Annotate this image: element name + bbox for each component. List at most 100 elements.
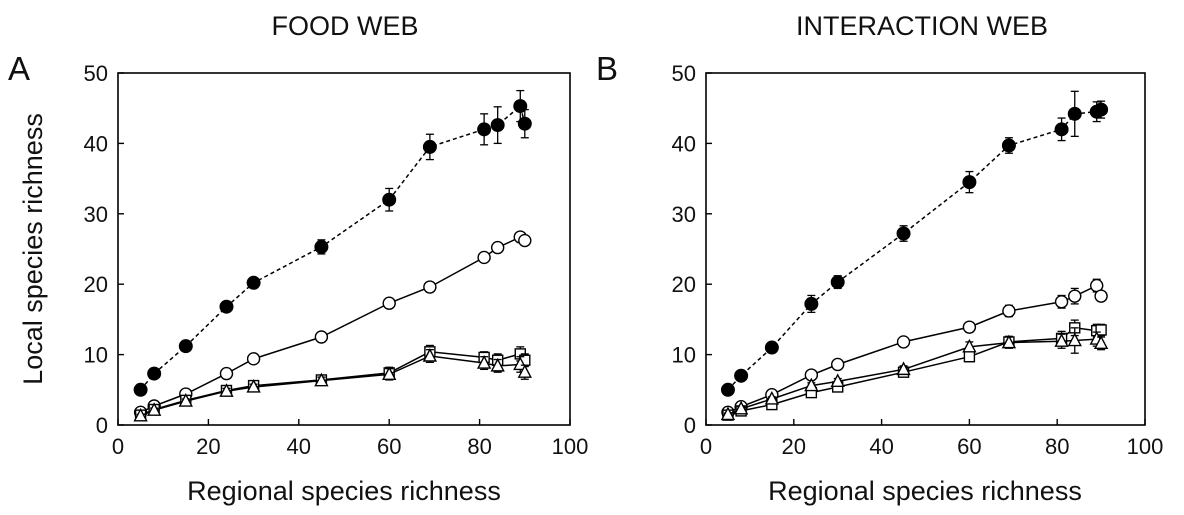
data-point	[1067, 332, 1082, 347]
data-point	[1054, 333, 1069, 347]
data-point	[764, 340, 779, 355]
y-tick-label: 30	[84, 202, 108, 227]
y-tick-label: 10	[84, 343, 108, 368]
y-tick-label: 40	[84, 131, 108, 156]
series-open-triangle	[133, 347, 532, 422]
data-point	[246, 378, 261, 393]
data-point	[1067, 106, 1082, 121]
plot-frame	[705, 72, 1146, 426]
data-point	[422, 347, 438, 362]
series-open-square	[134, 344, 531, 421]
data-point	[1001, 138, 1016, 153]
data-point	[720, 406, 736, 421]
series-line	[727, 284, 1102, 413]
data-point	[422, 139, 437, 154]
data-point	[804, 377, 819, 392]
x-axis-label: Regional species richness	[768, 476, 1082, 506]
data-point	[133, 382, 148, 397]
x-tick-label: 40	[869, 434, 893, 459]
x-tick-label: 20	[196, 434, 220, 459]
y-tick-label: 0	[96, 413, 108, 438]
data-point	[423, 280, 437, 294]
data-point	[147, 402, 162, 416]
y-tick-label: 30	[672, 202, 696, 227]
data-point	[896, 226, 911, 241]
series-filled-circle	[133, 89, 532, 397]
x-tick-label: 60	[957, 434, 981, 459]
data-point	[963, 351, 976, 363]
data-point	[314, 330, 329, 344]
data-point	[178, 393, 193, 407]
data-point	[733, 400, 749, 415]
data-point	[246, 352, 261, 366]
data-point	[517, 116, 532, 131]
x-axis-label: Regional species richness	[187, 476, 501, 506]
data-point	[490, 118, 505, 133]
data-point	[490, 240, 505, 255]
panel-label: B	[596, 50, 618, 87]
x-tick-label: 60	[377, 434, 401, 459]
data-point	[1095, 324, 1107, 336]
data-point	[962, 320, 977, 334]
axes: 0 20 40 60 80 100 0 10 20 30 40 50	[84, 61, 589, 459]
data-point	[133, 407, 148, 422]
series-line	[140, 104, 526, 391]
data-point	[831, 357, 845, 372]
x-tick-label: 20	[782, 434, 806, 459]
y-tick-label: 50	[84, 61, 108, 86]
data-point	[1054, 295, 1069, 309]
data-point	[1001, 334, 1017, 349]
data-point	[1094, 102, 1109, 117]
x-tick-label: 0	[700, 434, 712, 459]
axes: 0 20 40 60 80 100 0 10 20 30 40 50	[672, 61, 1164, 459]
data-point	[896, 361, 911, 376]
series-filled-circle	[720, 90, 1109, 397]
y-axis-label: Local species richness	[18, 113, 48, 385]
data-point	[764, 390, 780, 405]
data-point	[314, 372, 329, 387]
data-point	[178, 339, 193, 354]
x-tick-label: 100	[552, 434, 589, 459]
data-point	[246, 275, 261, 290]
panel-title: FOOD WEB	[272, 11, 419, 41]
panel-interaction-web: INTERACTION WEB B 0 20 40 60 80 100 0 10 20 30 40 5…	[596, 11, 1163, 506]
x-tick-label: 80	[1045, 434, 1069, 459]
y-tick-label: 20	[84, 272, 108, 297]
panel-title: INTERACTION WEB	[796, 11, 1048, 41]
data-point	[804, 296, 819, 311]
series-open-square	[722, 319, 1107, 421]
data-point	[1094, 289, 1108, 303]
data-point	[219, 299, 234, 314]
series-open-triangle	[720, 327, 1109, 421]
data-point	[830, 275, 845, 290]
data-point	[147, 366, 162, 381]
series-open-circle	[721, 278, 1108, 420]
y-tick-label: 50	[672, 61, 696, 86]
y-tick-label: 20	[672, 272, 696, 297]
y-tick-label: 0	[684, 413, 696, 438]
data-point	[382, 366, 397, 381]
data-point	[476, 355, 492, 369]
data-point	[513, 356, 528, 371]
x-tick-label: 80	[467, 434, 491, 459]
data-point	[1054, 122, 1069, 137]
data-point	[382, 296, 396, 310]
data-point	[490, 357, 505, 372]
data-point	[382, 192, 397, 207]
panel-label: A	[8, 50, 30, 87]
x-tick-label: 0	[112, 434, 124, 459]
plot-marks	[133, 89, 532, 422]
series-line	[140, 355, 526, 417]
data-point	[734, 368, 749, 383]
data-point	[1093, 335, 1109, 350]
data-point	[1002, 304, 1016, 318]
plot-frame	[117, 72, 571, 426]
data-point	[962, 338, 977, 353]
series-line	[140, 236, 526, 413]
plot-marks	[720, 90, 1109, 421]
data-point	[477, 122, 492, 137]
panel-food-web: FOOD WEB A 0 20 40 60 80 100 0 10 20 30 40 50 Regio…	[8, 11, 588, 506]
y-tick-label: 10	[672, 343, 696, 368]
data-point	[962, 175, 977, 190]
